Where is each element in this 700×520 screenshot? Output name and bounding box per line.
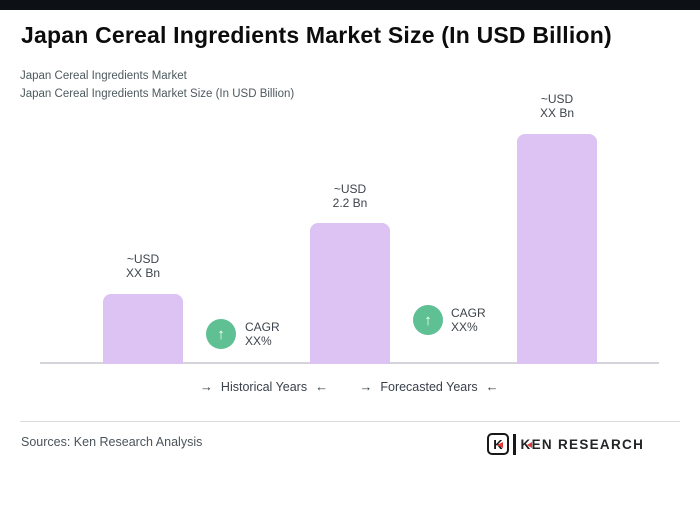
caption-label: Historical Years: [220, 379, 308, 394]
page-title: Japan Cereal Ingredients Market Size (In…: [21, 22, 612, 48]
subtitle-line-1: Japan Cereal Ingredients Market: [20, 70, 187, 82]
up-arrow-icon: ↑: [424, 311, 432, 329]
bar-base-year: [310, 223, 390, 364]
caption-forecasted-years: → Forecasted Years ←: [359, 379, 498, 394]
caption-historical-years: → Historical Years ←: [200, 379, 328, 394]
bar-historical: [103, 294, 183, 364]
cagr-text-2: CAGR XX%: [451, 306, 486, 334]
left-arrow-icon: ←: [485, 379, 499, 394]
cagr-badge-circle-2: ↑: [413, 305, 443, 335]
bar-value-label-forecast: ~USD XX Bn: [539, 92, 575, 120]
right-arrow-icon: →: [199, 379, 213, 394]
red-triangle-icon: [526, 442, 532, 448]
caption-label: Forecasted Years: [380, 379, 478, 394]
chart-subtitle: Japan Cereal Ingredients Market Japan Ce…: [20, 67, 294, 103]
bar-value-label-base: ~USD 2.2 Bn: [332, 182, 368, 210]
cagr-text-1: CAGR XX%: [245, 320, 280, 348]
bar-forecast: [517, 134, 597, 364]
cagr-badge-circle-1: ↑: [206, 319, 236, 349]
red-triangle-icon: [497, 442, 503, 448]
footer-divider: [20, 421, 680, 422]
left-arrow-icon: ←: [315, 379, 329, 394]
top-accent-bar: [0, 0, 700, 10]
right-arrow-icon: →: [359, 379, 373, 394]
ken-research-logo-icon: K: [487, 433, 509, 455]
sources-note: Sources: Ken Research Analysis: [21, 435, 203, 449]
subtitle-line-2: Japan Cereal Ingredients Market Size (In…: [20, 88, 295, 100]
ken-research-logo-text: K EN RESEARCH: [520, 436, 645, 452]
logo-separator: [513, 433, 516, 455]
ken-research-logo: K K EN RESEARCH: [487, 432, 644, 456]
up-arrow-icon: ↑: [217, 325, 225, 343]
bar-value-label-historical: ~USD XX Bn: [125, 252, 161, 280]
